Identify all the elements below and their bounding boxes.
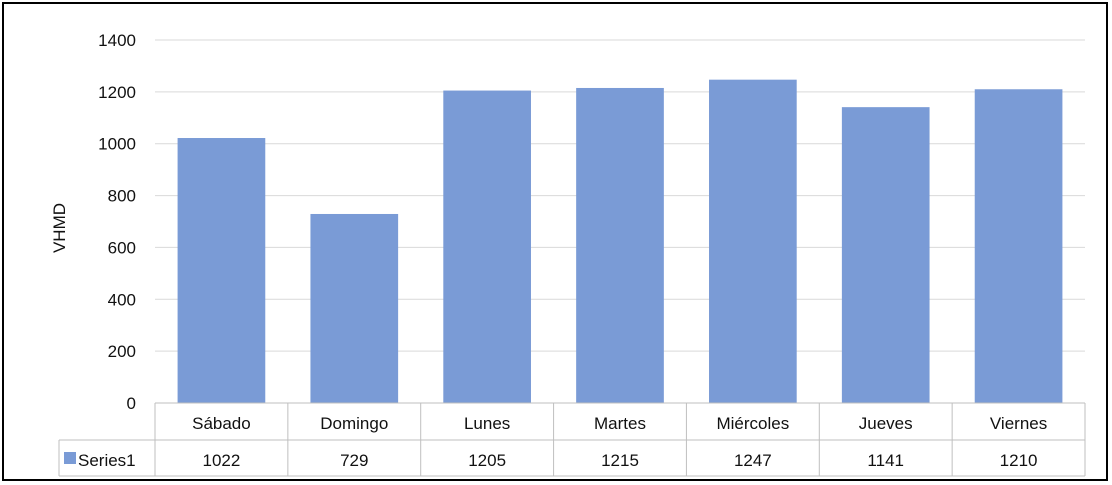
category-label: Miércoles (716, 414, 789, 433)
legend-label: Series1 (78, 451, 136, 470)
bar (709, 79, 797, 403)
y-tick-label: 200 (108, 342, 136, 361)
category-label: Sábado (192, 414, 251, 433)
category-label: Martes (594, 414, 646, 433)
y-tick-label: 600 (108, 238, 136, 257)
category-label: Lunes (464, 414, 510, 433)
data-label: 1141 (867, 451, 904, 470)
data-label: 1210 (1000, 451, 1038, 470)
bar (841, 107, 930, 403)
bars (177, 79, 1063, 403)
data-label: 1205 (468, 451, 506, 470)
legend-swatch (64, 452, 76, 464)
category-label: Domingo (320, 414, 388, 433)
data-label: 1022 (203, 451, 241, 470)
y-axis-label: VHMD (50, 203, 69, 253)
category-label: Viernes (990, 414, 1047, 433)
data-table: Sábado 1022 Domingo 729 Lunes 1205 Martes 1215 M… (58, 402, 1086, 477)
bar (974, 89, 1063, 403)
data-label: 1247 (734, 451, 772, 470)
y-tick-label: 0 (127, 394, 136, 413)
bar (177, 138, 266, 403)
y-axis-ticks: 0 200 400 600 800 1000 1200 1400 (98, 31, 136, 413)
data-label: 729 (340, 451, 368, 470)
y-tick-label: 400 (108, 290, 136, 309)
bar (576, 87, 664, 403)
bar (443, 90, 531, 403)
y-tick-label: 1400 (98, 31, 136, 50)
y-tick-label: 1000 (98, 135, 136, 154)
category-label: Jueves (859, 414, 913, 433)
data-label: 1215 (601, 451, 639, 470)
y-tick-label: 1200 (98, 83, 136, 102)
bar (310, 213, 399, 403)
y-tick-label: 800 (108, 187, 136, 206)
